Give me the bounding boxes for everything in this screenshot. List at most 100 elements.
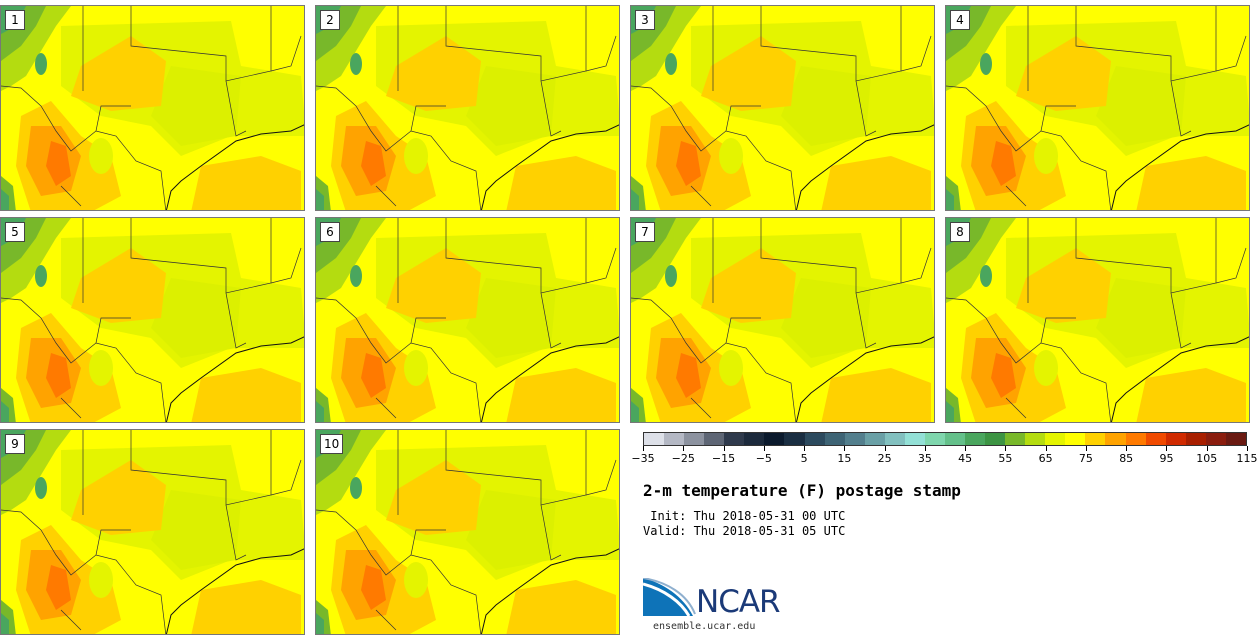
colorbar-tick-label: 65: [1038, 452, 1053, 465]
colorbar-swatch: [1225, 433, 1246, 445]
colorbar-tick-label: −5: [755, 452, 772, 465]
colorbar-swatch: [884, 433, 905, 445]
colorbar-tick-label: 75: [1078, 452, 1093, 465]
ncar-logo-text: NCAR: [696, 584, 781, 620]
temperature-map: [631, 218, 934, 422]
member-number: 6: [320, 222, 340, 242]
colorbar-ticks: −35 −25 −15 −5 5 15 25 35 45 55 65 75 85 95 105 115: [631, 446, 1258, 468]
colorbar-tick: [884, 446, 886, 451]
colorbar-swatch: [764, 433, 785, 445]
temperature-map: [1, 218, 304, 422]
colorbar-tick-label: −35: [631, 452, 655, 465]
temperature-map: [316, 430, 619, 634]
member-number: 4: [950, 10, 970, 30]
colorbar-tick: [804, 446, 806, 451]
colorbar-tick: [844, 446, 846, 451]
colorbar-swatch: [644, 433, 665, 445]
colorbar-tick: [924, 446, 926, 451]
temperature-map: [1, 6, 304, 210]
member-number: 8: [950, 222, 970, 242]
colorbar-swatch: [784, 433, 805, 445]
colorbar-swatch: [704, 433, 725, 445]
colorbar-tick: [683, 446, 685, 451]
colorbar-swatch: [1025, 433, 1046, 445]
member-number: 9: [5, 434, 25, 454]
colorbar-tick-label: 55: [998, 452, 1013, 465]
colorbar-tick-label: 105: [1196, 452, 1218, 465]
colorbar-swatch: [1185, 433, 1206, 445]
colorbar-swatch: [1065, 433, 1086, 445]
member-number: 7: [635, 222, 655, 242]
colorbar-tick-label: 95: [1159, 452, 1174, 465]
colorbar-swatch: [1045, 433, 1066, 445]
temperature-map: [946, 218, 1249, 422]
colorbar-tick: [723, 446, 725, 451]
colorbar-swatch: [924, 433, 945, 445]
colorbar-swatch: [1085, 433, 1106, 445]
stamp-panel-1: 1: [0, 5, 305, 211]
colorbar-swatch: [824, 433, 845, 445]
member-number: 5: [5, 222, 25, 242]
colorbar-swatch: [844, 433, 865, 445]
colorbar-swatch: [804, 433, 825, 445]
colorbar-tick: [1126, 446, 1128, 451]
colorbar-swatch: [1105, 433, 1126, 445]
colorbar-swatch: [864, 433, 885, 445]
stamp-panel-6: 6: [315, 217, 620, 423]
member-number: 2: [320, 10, 340, 30]
plot-title: 2-m temperature (F) postage stamp: [643, 481, 961, 500]
stamp-panel-5: 5: [0, 217, 305, 423]
temperature-map: [316, 6, 619, 210]
colorbar-tick-label: 115: [1236, 452, 1258, 465]
colorbar-tick: [1005, 446, 1007, 451]
colorbar-tick: [643, 446, 644, 451]
colorbar-tick-label: 85: [1119, 452, 1134, 465]
colorbar-tick-label: 5: [800, 452, 808, 465]
stamp-panel-4: 4: [945, 5, 1250, 211]
colorbar-tick-label: 15: [837, 452, 852, 465]
colorbar-tick: [1085, 446, 1087, 451]
member-number: 1: [5, 10, 25, 30]
colorbar-swatch: [664, 433, 685, 445]
temperature-colorbar: [643, 432, 1247, 446]
colorbar-swatch: [1165, 433, 1186, 445]
colorbar-tick-label: −25: [671, 452, 695, 465]
stamp-panel-7: 7: [630, 217, 935, 423]
colorbar-tick: [1247, 446, 1248, 451]
colorbar-swatch: [1005, 433, 1026, 445]
colorbar-tick: [1206, 446, 1208, 451]
site-url: ensemble.ucar.edu: [653, 621, 756, 632]
colorbar-swatch: [684, 433, 705, 445]
member-number: 10: [320, 434, 344, 454]
temperature-map: [1, 430, 304, 634]
colorbar-swatch: [965, 433, 986, 445]
colorbar-swatch: [985, 433, 1006, 445]
colorbar-tick-label: 45: [958, 452, 973, 465]
colorbar-swatch: [744, 433, 765, 445]
stamp-panel-9: 9: [0, 429, 305, 635]
colorbar-tick: [965, 446, 967, 451]
temperature-map: [631, 6, 934, 210]
colorbar-tick-label: −15: [711, 452, 736, 465]
colorbar-tick-label: 25: [877, 452, 892, 465]
init-time: Init: Thu 2018-05-31 00 UTC: [643, 509, 846, 523]
colorbar-tick: [1166, 446, 1168, 451]
colorbar-swatch: [724, 433, 745, 445]
stamp-panel-3: 3: [630, 5, 935, 211]
colorbar-tick: [763, 446, 765, 451]
colorbar-swatch: [1125, 433, 1146, 445]
stamp-panel-2: 2: [315, 5, 620, 211]
colorbar-swatch: [944, 433, 965, 445]
colorbar-swatch: [904, 433, 925, 445]
temperature-map: [946, 6, 1249, 210]
colorbar-tick: [1045, 446, 1047, 451]
valid-time: Valid: Thu 2018-05-31 05 UTC: [643, 524, 846, 538]
ncar-logo-icon: [643, 578, 696, 617]
colorbar-tick-label: 35: [917, 452, 932, 465]
stamp-panel-10: 10: [315, 429, 620, 635]
temperature-map: [316, 218, 619, 422]
colorbar-swatch: [1145, 433, 1166, 445]
colorbar-swatch: [1205, 433, 1226, 445]
member-number: 3: [635, 10, 655, 30]
stamp-panel-8: 8: [945, 217, 1250, 423]
